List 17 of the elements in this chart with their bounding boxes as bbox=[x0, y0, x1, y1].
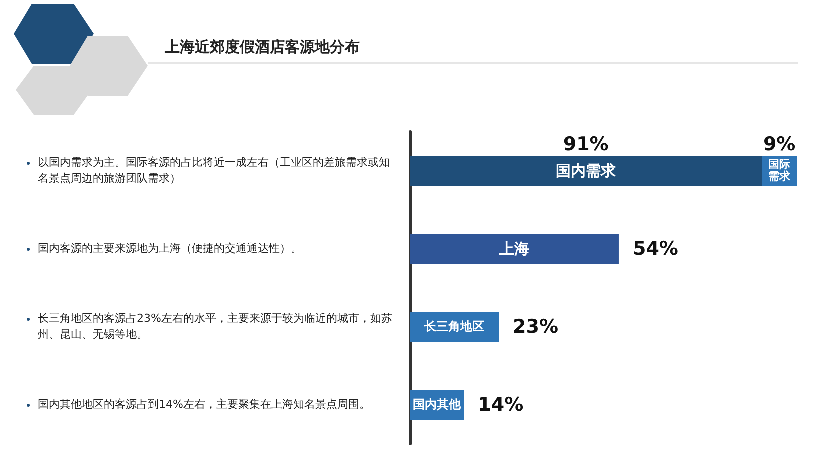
text: 以国内需求为主。国际客源的占比将近一成左右（工业区的差旅需求或知名景点周边的旅游团队需求） bbox=[38, 155, 391, 187]
y-tick-label: 长三角地区 bbox=[424, 319, 486, 334]
y-tick-label: 上海 bbox=[498, 240, 530, 258]
bar bbox=[410, 156, 762, 186]
data-label: 14% bbox=[478, 394, 524, 416]
text: 上海近郊度假酒店客源地分布 bbox=[165, 38, 360, 57]
text: 国内其他地区的客源占到14%左右，主要聚集在上海知名景点周围。 bbox=[38, 397, 372, 413]
data-label: 23% bbox=[513, 316, 558, 338]
y-tick-label: 国内需求 bbox=[555, 162, 618, 180]
series-label: 国际需求 bbox=[764, 158, 795, 184]
text: 国内客源的主要来源地为上海（便捷的交通通达性）。 bbox=[38, 241, 303, 257]
data-label: 9% bbox=[763, 134, 796, 156]
data-label: 91% bbox=[563, 134, 609, 156]
data-label: 54% bbox=[632, 238, 678, 260]
text: 长三角地区的客源占23%左右的水平，主要来源于较为临近的城市，如苏州、昆山、无锡等地。 bbox=[38, 311, 394, 343]
bar bbox=[410, 234, 619, 264]
y-tick-label: 国内其他 bbox=[412, 397, 462, 412]
